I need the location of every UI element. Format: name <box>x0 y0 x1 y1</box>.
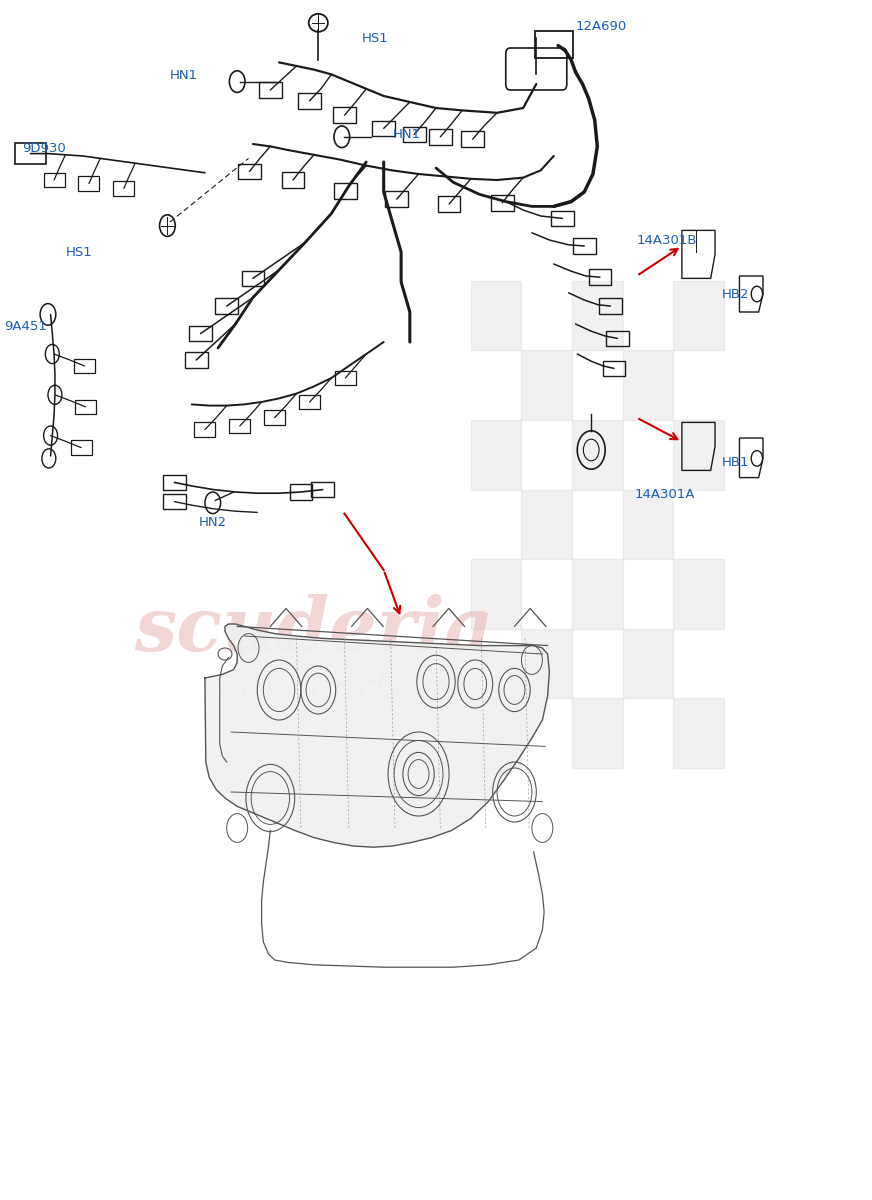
Bar <box>606 330 629 346</box>
Bar <box>334 182 357 198</box>
Bar <box>521 350 572 420</box>
Text: 14A301A: 14A301A <box>635 488 695 500</box>
Bar <box>603 360 625 377</box>
Bar <box>535 31 573 58</box>
Text: 12A690: 12A690 <box>576 20 627 32</box>
Bar <box>589 269 611 284</box>
Text: HS1: HS1 <box>65 246 92 258</box>
Bar <box>194 422 215 437</box>
Bar <box>599 298 622 313</box>
Bar <box>78 176 99 191</box>
Text: HB1: HB1 <box>722 456 750 468</box>
Bar <box>471 281 521 350</box>
Bar <box>290 484 312 499</box>
Bar <box>215 298 238 313</box>
Bar <box>229 419 250 433</box>
Bar <box>74 359 95 373</box>
Bar <box>311 481 334 497</box>
Text: 9A451: 9A451 <box>4 320 47 332</box>
Bar <box>572 281 623 350</box>
Bar <box>429 128 452 144</box>
Bar <box>238 163 261 179</box>
Bar <box>461 132 484 146</box>
Bar <box>71 440 92 455</box>
Bar <box>372 120 395 136</box>
Bar <box>163 494 186 509</box>
Bar <box>572 698 623 768</box>
Bar <box>623 350 673 420</box>
Text: HB2: HB2 <box>722 288 750 300</box>
Bar <box>438 196 460 211</box>
Bar <box>573 238 596 253</box>
Bar <box>385 191 408 206</box>
Bar <box>673 559 724 629</box>
Bar <box>673 698 724 768</box>
Text: scuderia: scuderia <box>134 594 494 666</box>
Bar <box>15 143 46 164</box>
Bar <box>189 325 212 341</box>
Bar <box>282 172 304 187</box>
Bar <box>521 490 572 559</box>
Bar <box>471 698 521 768</box>
Bar <box>471 559 521 629</box>
Bar <box>113 181 134 196</box>
Bar <box>75 400 96 414</box>
Polygon shape <box>205 624 549 847</box>
Bar <box>264 410 285 425</box>
Bar <box>623 490 673 559</box>
Bar <box>673 281 724 350</box>
Bar <box>572 420 623 490</box>
Text: HN2: HN2 <box>199 516 227 528</box>
Bar <box>673 420 724 490</box>
Bar <box>335 371 356 385</box>
Text: 14A301B: 14A301B <box>637 234 697 246</box>
Text: 9D930: 9D930 <box>22 143 65 155</box>
Bar <box>403 126 426 142</box>
Bar <box>259 82 282 97</box>
Text: HN1: HN1 <box>392 128 420 140</box>
Bar <box>333 108 356 122</box>
Bar <box>298 92 321 108</box>
Bar <box>551 211 574 226</box>
Text: car  parts: car parts <box>219 672 409 708</box>
Bar <box>471 420 521 490</box>
Bar <box>521 629 572 698</box>
Bar <box>242 270 264 286</box>
Bar <box>163 474 186 490</box>
Bar <box>623 629 673 698</box>
Text: HS1: HS1 <box>362 32 389 44</box>
Text: HN1: HN1 <box>170 70 198 82</box>
Bar <box>491 194 514 211</box>
Bar <box>44 173 65 187</box>
Bar <box>299 395 320 409</box>
Bar <box>185 352 208 367</box>
Bar <box>572 559 623 629</box>
